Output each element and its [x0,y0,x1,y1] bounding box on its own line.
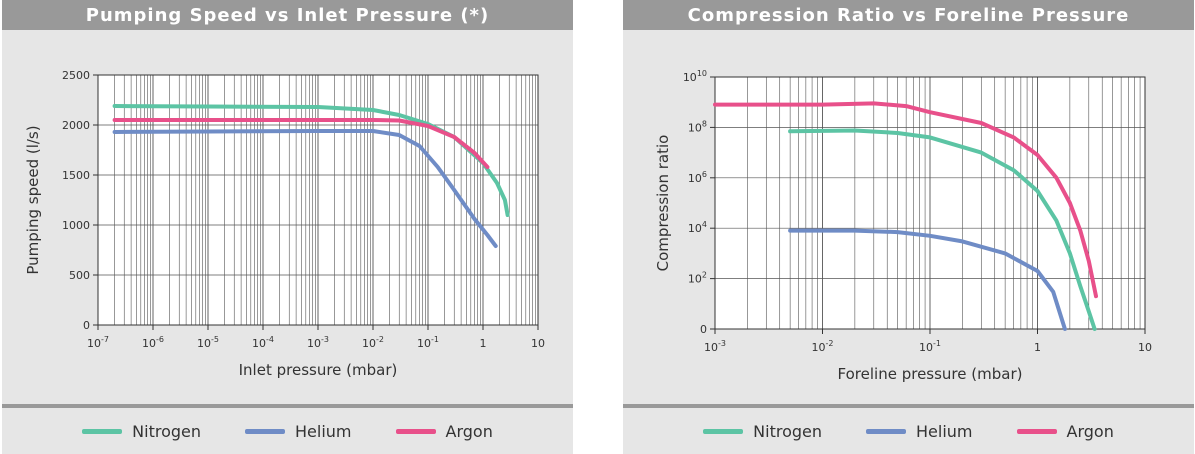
x-tick-label: 10-2 [812,339,834,354]
x-tick-label: 10-7 [87,335,109,350]
x-tick-label: 10-2 [362,335,384,350]
x-tick-label: 1 [1034,341,1041,354]
divider [623,404,1194,408]
x-tick-label: 1 [480,337,487,350]
y-tick-label: 1000 [62,219,90,232]
x-tick-label: 10-5 [197,335,219,350]
legend-item-argon: Argon [395,421,493,441]
y-axis-label: Compression ratio [654,135,672,272]
y-axis-label: Pumping speed (l/s) [24,125,42,274]
compression-ratio-chart: 10-3 10-2 10-1 1 1001021041061081010Foreline… [654,69,1152,383]
compression-ratio-panel: Compression Ratio vs Foreline Pressure 1… [623,0,1194,454]
y-tick-label: 2000 [62,119,90,132]
legend-swatch-argon [1016,428,1057,434]
legend-swatch-argon [395,428,436,434]
y-tick-label: 108 [688,119,707,134]
series-line-argon [112,118,490,169]
y-tick-label: 106 [688,170,707,185]
series-line-nitrogen [788,128,1097,331]
x-tick-label: 10-3 [704,339,726,354]
x-tick-label: 10-1 [417,335,439,350]
y-tick-label: 0 [700,323,707,336]
grid [97,74,538,326]
chart-title: Compression Ratio vs Foreline Pressure [623,0,1194,30]
series-line-helium [112,129,498,248]
legend: Nitrogen Helium Argon [2,408,573,454]
y-tick-label: 102 [688,271,707,286]
divider [2,404,573,408]
legend-item-nitrogen: Nitrogen [82,422,201,441]
legend-item-nitrogen: Nitrogen [703,422,822,441]
legend-swatch-helium [866,428,906,434]
x-tick-label: 10-1 [919,339,941,354]
pumping-speed-panel: Pumping Speed vs Inlet Pressure (*) 10-7… [2,0,573,454]
x-tick-label: 10-4 [252,335,274,350]
x-tick-label: 10 [531,337,545,350]
y-tick-label: 104 [688,220,707,235]
legend-label: Helium [295,421,352,441]
series-line-helium [788,228,1067,331]
legend-item-helium: Helium [866,422,973,441]
legend-label: Nitrogen [753,421,822,441]
legend-label: Argon [445,421,493,441]
x-tick-label: 10-6 [142,335,164,350]
x-tick-label: 10-3 [307,335,329,350]
legend-swatch-nitrogen [82,428,123,434]
y-tick-label: 1010 [683,69,707,84]
x-axis-label: Foreline pressure (mbar) [838,365,1023,383]
x-tick-label: 10 [1138,341,1152,354]
legend-item-helium: Helium [245,422,352,441]
y-tick-label: 1500 [62,169,90,182]
chart-title: Pumping Speed vs Inlet Pressure (*) [2,0,573,30]
x-axis-label: Inlet pressure (mbar) [239,361,398,379]
legend-swatch-nitrogen [703,428,744,434]
y-tick-label: 500 [69,269,90,282]
y-tick-label: 0 [83,319,90,332]
legend-swatch-helium [245,428,285,434]
legend-item-argon: Argon [1016,421,1114,441]
grid [714,76,1145,330]
legend-label: Helium [916,421,973,441]
y-tick-label: 2500 [62,69,90,82]
legend: Nitrogen Helium Argon [623,408,1194,454]
legend-label: Argon [1066,421,1114,441]
series-line-argon [713,101,1098,299]
legend-label: Nitrogen [132,421,201,441]
pumping-speed-chart: 10-7 10-6 10-5 10-4 10-3 10-2 10-1 1 10 0 500 1000 1… [24,69,545,379]
